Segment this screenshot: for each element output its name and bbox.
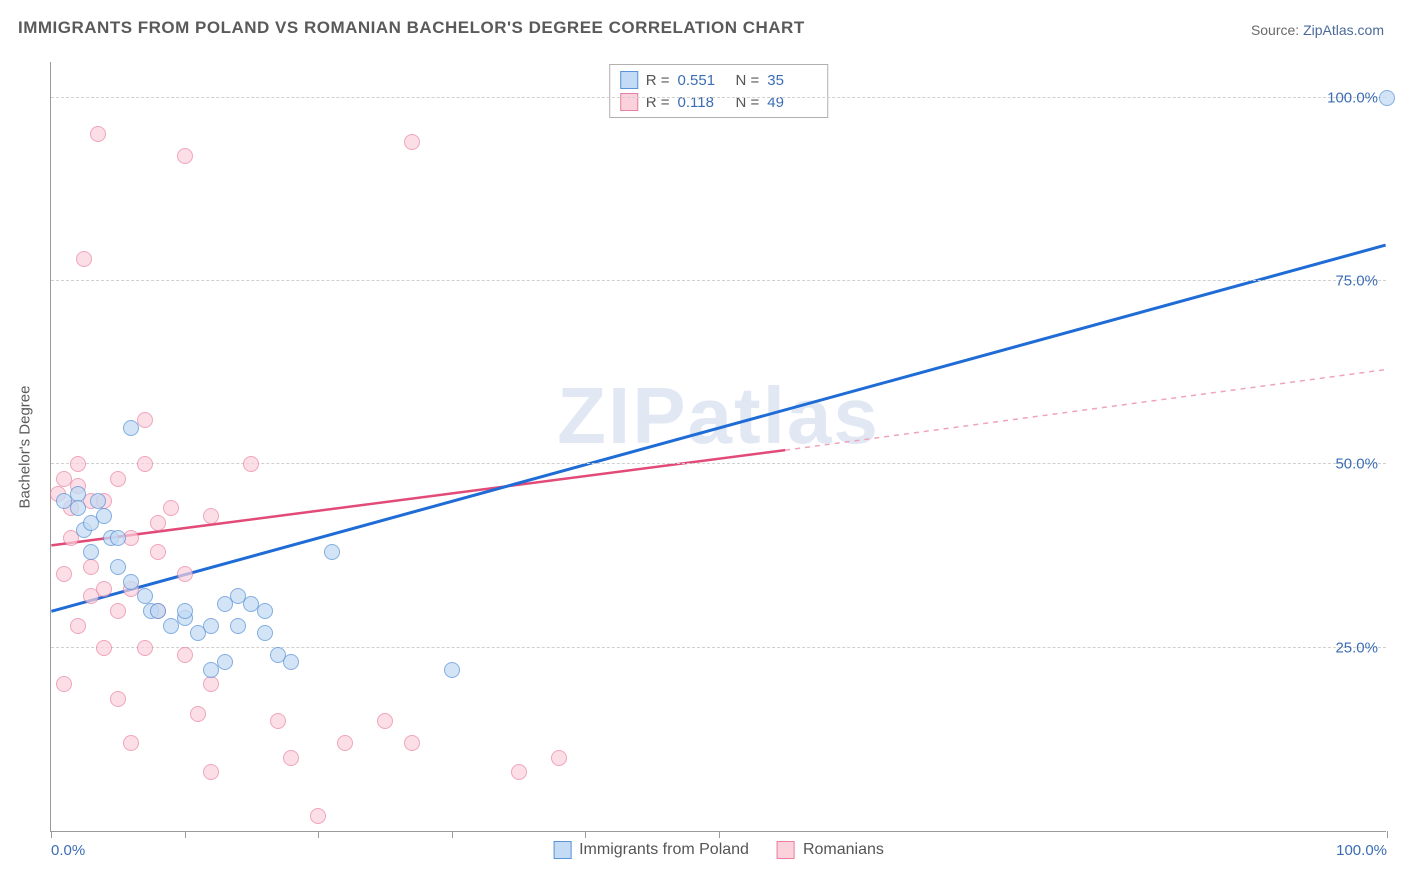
- gridline: [51, 280, 1386, 281]
- swatch-poland: [553, 841, 571, 859]
- y-axis-title: Bachelor's Degree: [17, 385, 34, 508]
- romanians-point: [177, 148, 193, 164]
- romanians-point: [137, 640, 153, 656]
- poland-point: [203, 618, 219, 634]
- x-tick: [318, 831, 319, 838]
- poland-point: [123, 574, 139, 590]
- x-tick: [51, 831, 52, 838]
- x-tick-label: 0.0%: [51, 842, 85, 859]
- y-tick-label: 100.0%: [1327, 89, 1378, 106]
- romanians-point: [123, 735, 139, 751]
- poland-point: [90, 493, 106, 509]
- romanians-point: [177, 566, 193, 582]
- poland-point: [110, 530, 126, 546]
- x-tick: [719, 831, 720, 838]
- legend-label-poland: Immigrants from Poland: [579, 841, 749, 859]
- romanians-point: [96, 581, 112, 597]
- romanians-point: [377, 713, 393, 729]
- poland-point: [137, 588, 153, 604]
- romanians-point: [190, 706, 206, 722]
- poland-point: [257, 625, 273, 641]
- romanians-point: [150, 515, 166, 531]
- romanians-point: [90, 126, 106, 142]
- romanians-point: [76, 251, 92, 267]
- x-tick: [185, 831, 186, 838]
- legend-row-romanians: R = 0.118 N = 49: [620, 91, 818, 113]
- swatch-romanians: [777, 841, 795, 859]
- trend-line: [785, 370, 1385, 451]
- poland-point: [123, 420, 139, 436]
- chart-title: IMMIGRANTS FROM POLAND VS ROMANIAN BACHE…: [18, 18, 805, 38]
- romanians-point: [337, 735, 353, 751]
- poland-point: [150, 603, 166, 619]
- y-tick-label: 75.0%: [1335, 273, 1378, 290]
- source-link[interactable]: ZipAtlas.com: [1303, 22, 1384, 38]
- correlation-legend: R = 0.551 N = 35 R = 0.118 N = 49: [609, 64, 829, 118]
- r-label: R =: [646, 72, 670, 89]
- x-tick: [452, 831, 453, 838]
- romanians-point: [203, 676, 219, 692]
- romanians-point: [70, 456, 86, 472]
- swatch-poland: [620, 71, 638, 89]
- gridline: [51, 97, 1386, 98]
- poland-point: [70, 500, 86, 516]
- x-tick: [1387, 831, 1388, 838]
- romanians-point: [177, 647, 193, 663]
- y-tick-label: 25.0%: [1335, 639, 1378, 656]
- x-tick-label: 100.0%: [1336, 842, 1387, 859]
- romanians-point: [551, 750, 567, 766]
- watermark-text: ZIPatlas: [557, 370, 880, 462]
- romanians-point: [83, 559, 99, 575]
- romanians-point: [110, 691, 126, 707]
- poland-point: [96, 508, 112, 524]
- x-tick: [585, 831, 586, 838]
- source-attribution: Source: ZipAtlas.com: [1251, 22, 1384, 38]
- romanians-point: [96, 640, 112, 656]
- romanians-point: [404, 134, 420, 150]
- romanians-point: [110, 603, 126, 619]
- poland-point: [283, 654, 299, 670]
- poland-point: [110, 559, 126, 575]
- poland-point: [83, 544, 99, 560]
- legend-label-romanians: Romanians: [803, 841, 884, 859]
- poland-point: [257, 603, 273, 619]
- poland-point: [444, 662, 460, 678]
- poland-point: [177, 603, 193, 619]
- romanians-point: [243, 456, 259, 472]
- legend-row-poland: R = 0.551 N = 35: [620, 69, 818, 91]
- r-value-poland: 0.551: [678, 72, 728, 89]
- romanians-point: [150, 544, 166, 560]
- n-label: N =: [736, 72, 760, 89]
- scatter-plot-area: Bachelor's Degree ZIPatlas R = 0.551 N =…: [50, 62, 1386, 832]
- romanians-point: [203, 764, 219, 780]
- romanians-point: [56, 676, 72, 692]
- romanians-point: [404, 735, 420, 751]
- poland-point: [70, 486, 86, 502]
- romanians-point: [283, 750, 299, 766]
- romanians-point: [511, 764, 527, 780]
- poland-point: [217, 654, 233, 670]
- poland-point: [230, 618, 246, 634]
- trend-line: [51, 245, 1385, 611]
- romanians-point: [56, 566, 72, 582]
- romanians-point: [110, 471, 126, 487]
- romanians-point: [270, 713, 286, 729]
- n-value-poland: 35: [767, 72, 817, 89]
- gridline: [51, 647, 1386, 648]
- trend-lines-svg: [51, 62, 1386, 831]
- source-label: Source:: [1251, 22, 1303, 38]
- poland-point: [324, 544, 340, 560]
- poland-point: [1379, 90, 1395, 106]
- y-tick-label: 50.0%: [1335, 456, 1378, 473]
- romanians-point: [203, 508, 219, 524]
- romanians-point: [137, 456, 153, 472]
- romanians-point: [163, 500, 179, 516]
- romanians-point: [70, 618, 86, 634]
- romanians-point: [310, 808, 326, 824]
- legend-item-romanians: Romanians: [777, 841, 884, 859]
- trend-line: [51, 450, 785, 545]
- series-legend: Immigrants from Poland Romanians: [553, 841, 884, 859]
- legend-item-poland: Immigrants from Poland: [553, 841, 749, 859]
